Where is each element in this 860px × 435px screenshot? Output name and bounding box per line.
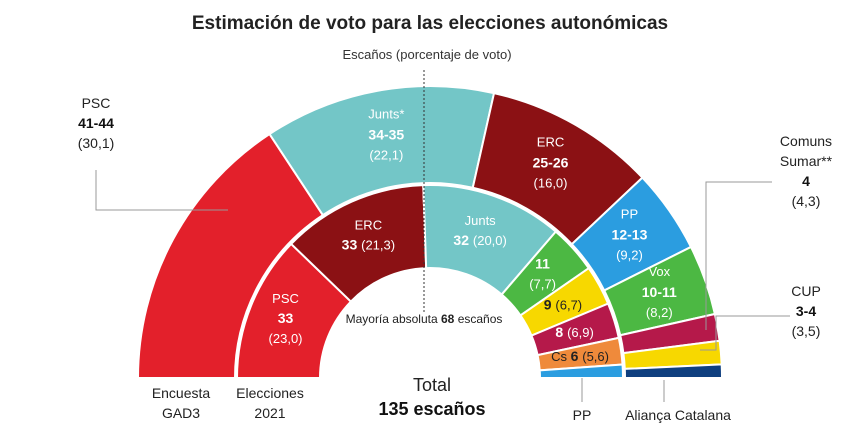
ring-elecciones-2021 <box>235 184 625 379</box>
chart-title: Estimación de voto para las elecciones a… <box>192 13 668 34</box>
ring-label-encuesta-2: GAD3 <box>162 405 200 421</box>
ring-label-2021-1: Elecciones <box>236 385 304 401</box>
psc-leader-line <box>95 170 228 211</box>
label-gad3-junts-vote: (22,1) <box>369 147 403 162</box>
segment-gad3-alian-a-catalana <box>623 363 724 379</box>
pp-2021-party-label: PP <box>573 407 592 423</box>
cup-party-label: CUP <box>791 283 821 299</box>
aliança-party-label: Aliança Catalana <box>625 407 731 423</box>
label-gad3-vox-party: Vox <box>648 264 670 279</box>
label-gad3-pp-vote: (9,2) <box>616 247 643 262</box>
label-2021-8-values: 8 (6,9) <box>555 324 593 340</box>
majority-seats: 68 <box>441 312 455 326</box>
total-label: Total <box>413 375 451 395</box>
chart-subtitle: Escaños (porcentaje de voto) <box>342 47 511 62</box>
total-value: 135 escaños <box>378 399 485 419</box>
cup-seats-label: 3-4 <box>796 303 816 319</box>
label-2021-erc-values: 33 (21,3) <box>342 237 395 253</box>
segment-2021-pp <box>538 363 625 379</box>
psc-seats-label: 41-44 <box>78 115 114 131</box>
comuns-party-label-1: Comuns <box>780 133 832 149</box>
label-gad3-erc-party: ERC <box>537 134 564 149</box>
comuns-party-label-2: Sumar** <box>780 153 833 169</box>
label-2021-11-seats: 11 <box>535 256 550 272</box>
majority-unit: escaños <box>458 312 503 326</box>
label-2021-psc-seats: 33 <box>278 310 294 326</box>
label-2021-9-values: 9 (6,7) <box>544 296 582 312</box>
label-2021-junts-party: Junts <box>465 213 497 228</box>
label-gad3-junts-party: Junts* <box>368 106 404 121</box>
label-2021-junts-values: 32 (20,0) <box>453 232 506 248</box>
label-gad3-erc-seats: 25-26 <box>533 154 569 170</box>
label-gad3-pp-party: PP <box>621 206 638 221</box>
cup-leader-line <box>700 315 790 351</box>
label-2021-psc-vote: (23,0) <box>269 331 303 346</box>
majority-note: Mayoría absoluta <box>346 312 438 326</box>
label-2021-psc-party: PSC <box>272 291 299 306</box>
psc-party-label: PSC <box>82 95 111 111</box>
label-gad3-junts-seats: 34-35 <box>368 126 404 142</box>
label-2021-erc-party: ERC <box>355 218 382 233</box>
label-gad3-vox-vote: (8,2) <box>646 305 673 320</box>
label-gad3-vox-seats: 10-11 <box>642 284 677 300</box>
ring-label-2021-2: 2021 <box>254 405 285 421</box>
majority-label: Mayoría absoluta 68 escaños <box>346 312 503 326</box>
label-2021-cs-values: Cs 6 (5,6) <box>551 348 609 364</box>
label-gad3-pp-seats: 12-13 <box>612 226 648 242</box>
comuns-vote-label: (4,3) <box>792 193 821 209</box>
segment-labels: Junts* 34-35 (22,1) ERC 25-26 (16,0) PP 12-13 (9… <box>269 106 677 363</box>
comuns-seats-label: 4 <box>802 173 810 189</box>
ring-label-encuesta-1: Encuesta <box>152 385 211 401</box>
comuns-leader-line <box>705 181 772 330</box>
ring-encuesta-gad3 <box>136 85 724 379</box>
psc-vote-label: (30,1) <box>78 135 115 151</box>
cup-vote-label: (3,5) <box>792 323 821 339</box>
label-gad3-erc-vote: (16,0) <box>534 175 568 190</box>
label-2021-11-vote: (7,7) <box>529 277 556 292</box>
